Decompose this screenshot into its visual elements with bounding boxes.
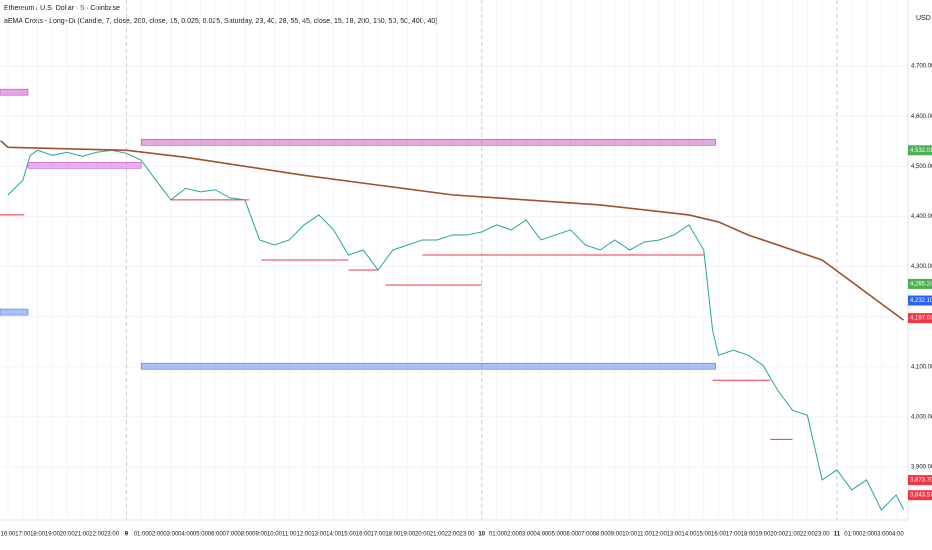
price-tag-label: 4,197.03 — [910, 316, 932, 322]
x-tick-label: 9 — [125, 532, 129, 538]
price-tag-label: 4,532.01 — [910, 148, 932, 154]
price-tag — [908, 313, 932, 324]
y-tick-label: 4,000.00 — [911, 414, 932, 420]
x-tick-label: 05:00 — [548, 532, 564, 538]
x-tick-label: 20:00 — [415, 532, 431, 538]
x-tick-label: 16:00 — [711, 532, 727, 538]
price-tag-label: 3,873.70 — [910, 478, 932, 484]
x-tick-label: 20:00 — [60, 532, 76, 538]
x-tick-label: 10:00 — [622, 532, 638, 538]
x-tick-label: 23:00 — [459, 532, 475, 538]
signal-zone — [0, 308, 29, 316]
x-tick-label: 07:00 — [578, 532, 594, 538]
x-tick-label: 09:00 — [607, 532, 623, 538]
y-tick-label: 4,500.00 — [911, 164, 932, 170]
x-tick-label: 04:00 — [533, 532, 549, 538]
currency-label: USD — [916, 15, 931, 22]
x-tick-label: 16:00 — [0, 532, 16, 538]
x-tick-label: 03:00 — [874, 532, 890, 538]
x-tick-label: 21:00 — [785, 532, 801, 538]
x-tick-label: 23:00 — [104, 532, 120, 538]
x-tick-label: 23:00 — [815, 532, 831, 538]
x-tick-label: 02:00 — [149, 532, 165, 538]
x-tick-label: 22:00 — [445, 532, 461, 538]
x-tick-label: 20:00 — [770, 532, 786, 538]
x-tick-label: 14:00 — [326, 532, 342, 538]
x-tick-label: 13:00 — [667, 532, 683, 538]
price-tag — [908, 295, 932, 306]
indicator-label: aEMA Cross - Long+Di (Candle, 7, close, … — [4, 18, 438, 25]
price-tag-label: 4,265.24 — [910, 282, 932, 288]
x-tick-label: 14:00 — [681, 532, 697, 538]
x-tick-label: 22:00 — [800, 532, 816, 538]
price-line — [0, 140, 905, 321]
signal-zone — [0, 88, 29, 96]
x-tick-label: 08:00 — [237, 532, 253, 538]
x-tick-label: 09:00 — [252, 532, 268, 538]
price-tag-label: 3,843.57 — [910, 493, 932, 499]
x-tick-label: 21:00 — [74, 532, 90, 538]
y-tick-label: 4,400.00 — [911, 214, 932, 220]
x-tick-label: 08:00 — [593, 532, 609, 538]
price-tag-label: 4,232.10 — [910, 298, 932, 304]
price-line — [7, 149, 905, 511]
x-tick-label: 19:00 — [755, 532, 771, 538]
x-tick-label: 16:00 — [356, 532, 372, 538]
x-tick-label: 12:00 — [652, 532, 668, 538]
y-tick-label: 4,100.00 — [911, 364, 932, 370]
x-tick-label: 10 — [478, 532, 485, 538]
x-tick-label: 17:00 — [15, 532, 31, 538]
x-tick-label: 05:00 — [193, 532, 209, 538]
x-tick-label: 01:00 — [489, 532, 505, 538]
x-tick-label: 19:00 — [400, 532, 416, 538]
y-tick-label: 3,900.00 — [911, 464, 932, 470]
x-tick-label: 15:00 — [341, 532, 357, 538]
x-tick-label: 17:00 — [726, 532, 742, 538]
x-tick-label: 19:00 — [45, 532, 61, 538]
x-tick-label: 01:00 — [844, 532, 860, 538]
x-tick-label: 06:00 — [563, 532, 579, 538]
chart-title: Ethereum / U.S. Dollar · 5 · Coinbase — [4, 5, 120, 12]
x-tick-label: 22:00 — [89, 532, 105, 538]
x-tick-label: 18:00 — [385, 532, 401, 538]
x-tick-label: 18:00 — [30, 532, 46, 538]
x-tick-label: 13:00 — [311, 532, 327, 538]
x-tick-label: 11 — [834, 532, 841, 538]
x-tick-label: 21:00 — [430, 532, 446, 538]
x-tick-label: 02:00 — [859, 532, 875, 538]
x-tick-label: 03:00 — [519, 532, 535, 538]
x-tick-label: 04:00 — [178, 532, 194, 538]
x-tick-label: 01:00 — [134, 532, 150, 538]
signal-zone — [27, 162, 142, 169]
signal-zone — [140, 138, 716, 146]
x-tick-label: 12:00 — [297, 532, 313, 538]
x-tick-label: 11:00 — [637, 532, 652, 538]
x-tick-label: 06:00 — [208, 532, 224, 538]
x-tick-label: 02:00 — [504, 532, 520, 538]
x-tick-label: 18:00 — [741, 532, 757, 538]
x-tick-label: 15:00 — [696, 532, 712, 538]
x-tick-label: 04:00 — [889, 532, 905, 538]
x-tick-label: 07:00 — [223, 532, 239, 538]
price-tag — [908, 490, 932, 501]
price-tag — [908, 278, 932, 289]
y-tick-label: 4,300.00 — [911, 264, 932, 270]
signal-zone — [140, 362, 716, 370]
y-tick-label: 4,600.00 — [911, 114, 932, 120]
x-tick-label: 10:00 — [267, 532, 283, 538]
x-tick-label: 11:00 — [282, 532, 297, 538]
x-tick-label: 17:00 — [371, 532, 387, 538]
y-tick-label: 4,700.00 — [911, 64, 932, 70]
price-tag — [908, 475, 932, 486]
price-tag — [908, 145, 932, 156]
x-tick-label: 03:00 — [163, 532, 179, 538]
